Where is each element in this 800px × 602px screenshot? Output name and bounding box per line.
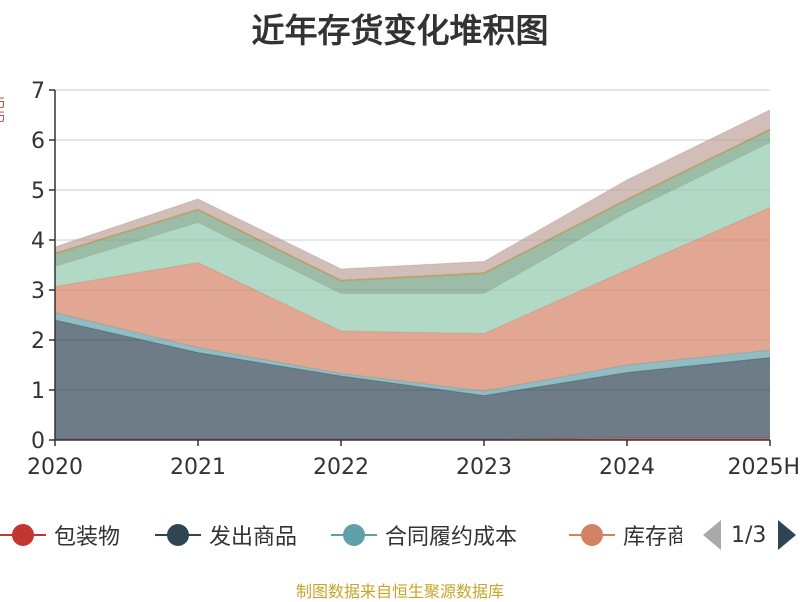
legend-next-icon[interactable] xyxy=(778,520,797,550)
y-tick-label: 0 xyxy=(31,429,45,454)
x-tick-label: 2025H xyxy=(727,455,800,480)
chart-title: 近年存货变化堆积图 xyxy=(251,11,549,50)
legend-item-inventory-goods[interactable]: 库存商品 xyxy=(569,515,682,555)
data-source-note: 制图数据来自恒生聚源数据库 xyxy=(295,582,504,601)
y-tick-label: 2 xyxy=(31,329,45,354)
y-tick-label: 4 xyxy=(31,229,45,254)
legend-label: 合同履约成本 xyxy=(385,525,518,550)
legend-pager: 1/3 xyxy=(703,515,800,555)
series-area xyxy=(55,207,770,391)
legend-prev-icon[interactable] xyxy=(703,520,721,550)
series-line xyxy=(54,109,771,270)
y-tick-label: 5 xyxy=(31,179,45,204)
y-tick-label: 6 xyxy=(31,129,45,154)
series-area xyxy=(55,110,770,280)
y-tick-label: 3 xyxy=(31,279,45,304)
legend-item-packaging[interactable]: 包装物 xyxy=(0,515,120,555)
y-tick-label: 7 xyxy=(31,79,45,104)
legend-marker-inventory-goods xyxy=(569,523,615,547)
legend-marker-contract-cost xyxy=(331,523,377,547)
legend-label: 库存商品 xyxy=(623,525,682,550)
legend-item-shipped-goods[interactable]: 发出商品 xyxy=(155,515,297,555)
legend-page-indicator: 1/3 xyxy=(731,522,767,548)
legend-marker-packaging xyxy=(0,523,46,547)
x-tick-label: 2024 xyxy=(599,455,655,480)
series-area xyxy=(55,142,770,334)
x-tick-label: 2022 xyxy=(313,455,369,480)
legend: 包装物 发出商品 合同履约成本 库存商品 xyxy=(0,515,800,555)
x-tick-label: 2023 xyxy=(456,455,512,480)
legend-item-contract-cost[interactable]: 合同履约成本 xyxy=(331,515,517,555)
legend-label: 包装物 xyxy=(54,525,121,550)
x-tick-label: 2021 xyxy=(170,455,226,480)
legend-marker-shipped-goods xyxy=(155,523,201,547)
series-area xyxy=(55,320,770,439)
x-tick-label: 2020 xyxy=(27,455,83,480)
y-tick-label: 1 xyxy=(31,379,45,404)
series-area xyxy=(55,312,770,396)
y-axis-label-clipped: 万万 xyxy=(0,96,4,140)
series-area xyxy=(55,130,770,294)
legend-clip: 库存商品 xyxy=(569,515,682,555)
legend-label: 发出商品 xyxy=(209,525,298,550)
